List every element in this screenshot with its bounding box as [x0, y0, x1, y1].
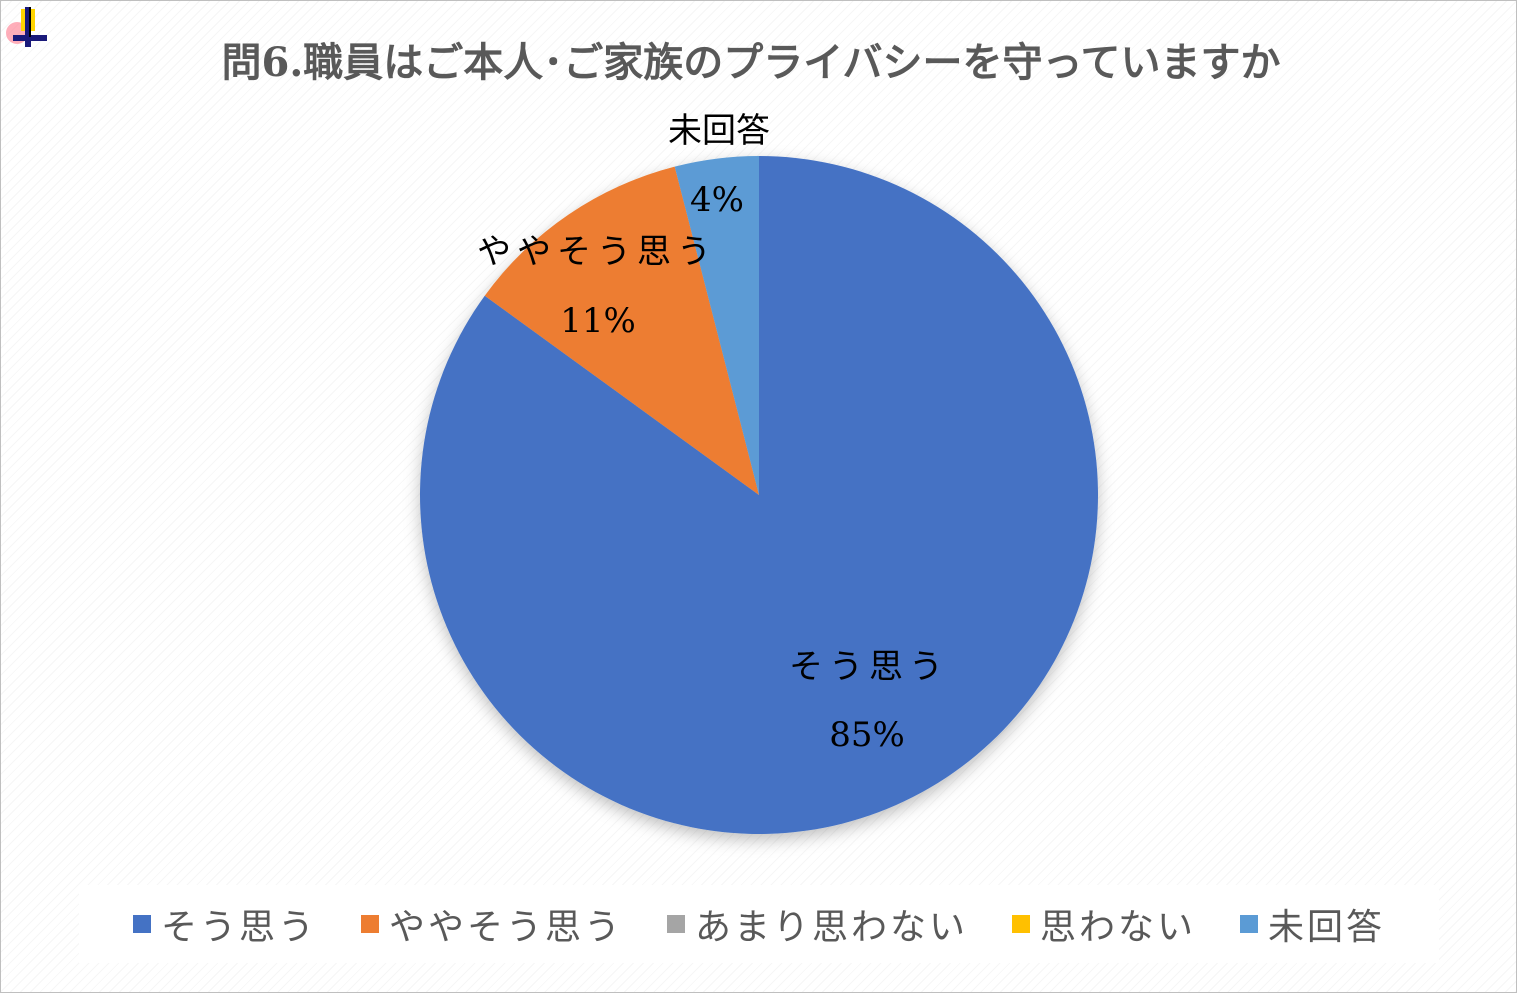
chart-title: 問6.職員はご本人･ご家族のプライバシーを守っていますか [222, 39, 1281, 86]
data-label-category: そう思う [789, 647, 949, 687]
legend-swatch [1240, 915, 1259, 933]
pie-slice-2[interactable] [484, 166, 759, 495]
chart-legend: そう思う ややそう思う あまり思わない 思わない 未回答 [79, 885, 1439, 963]
legend-label: そう思う [160, 907, 317, 948]
legend-label: 未回答 [1268, 907, 1386, 948]
legend-item[interactable]: 思わない [1012, 898, 1196, 950]
legend-item[interactable]: あまり思わない [666, 898, 968, 950]
legend-item[interactable]: ややそう思う [360, 898, 623, 950]
legend-swatch [666, 915, 685, 933]
legend-item[interactable]: そう思う [132, 898, 317, 950]
data-label-value: 85% [829, 715, 905, 755]
legend-swatch [132, 915, 151, 933]
legend-swatch [360, 915, 379, 933]
data-label-value: 4% [690, 180, 744, 220]
data-label-category: 未回答 [668, 111, 770, 151]
pie-chart: 問6.職員はご本人･ご家族のプライバシーを守っていますか そう思う 85% ややそう… [222, 39, 1281, 834]
legend-swatch [1012, 915, 1030, 933]
chart-move-handle-icon[interactable] [3, 3, 51, 51]
data-label-value: 11% [560, 301, 636, 341]
data-label-category: ややそう思う [477, 232, 717, 272]
legend-label: 思わない [1040, 907, 1197, 948]
legend-label: ややそう思う [388, 907, 623, 948]
pie-slice-5[interactable] [674, 156, 759, 495]
legend-label: あまり思わない [694, 907, 968, 948]
legend-item[interactable]: 未回答 [1240, 898, 1385, 950]
